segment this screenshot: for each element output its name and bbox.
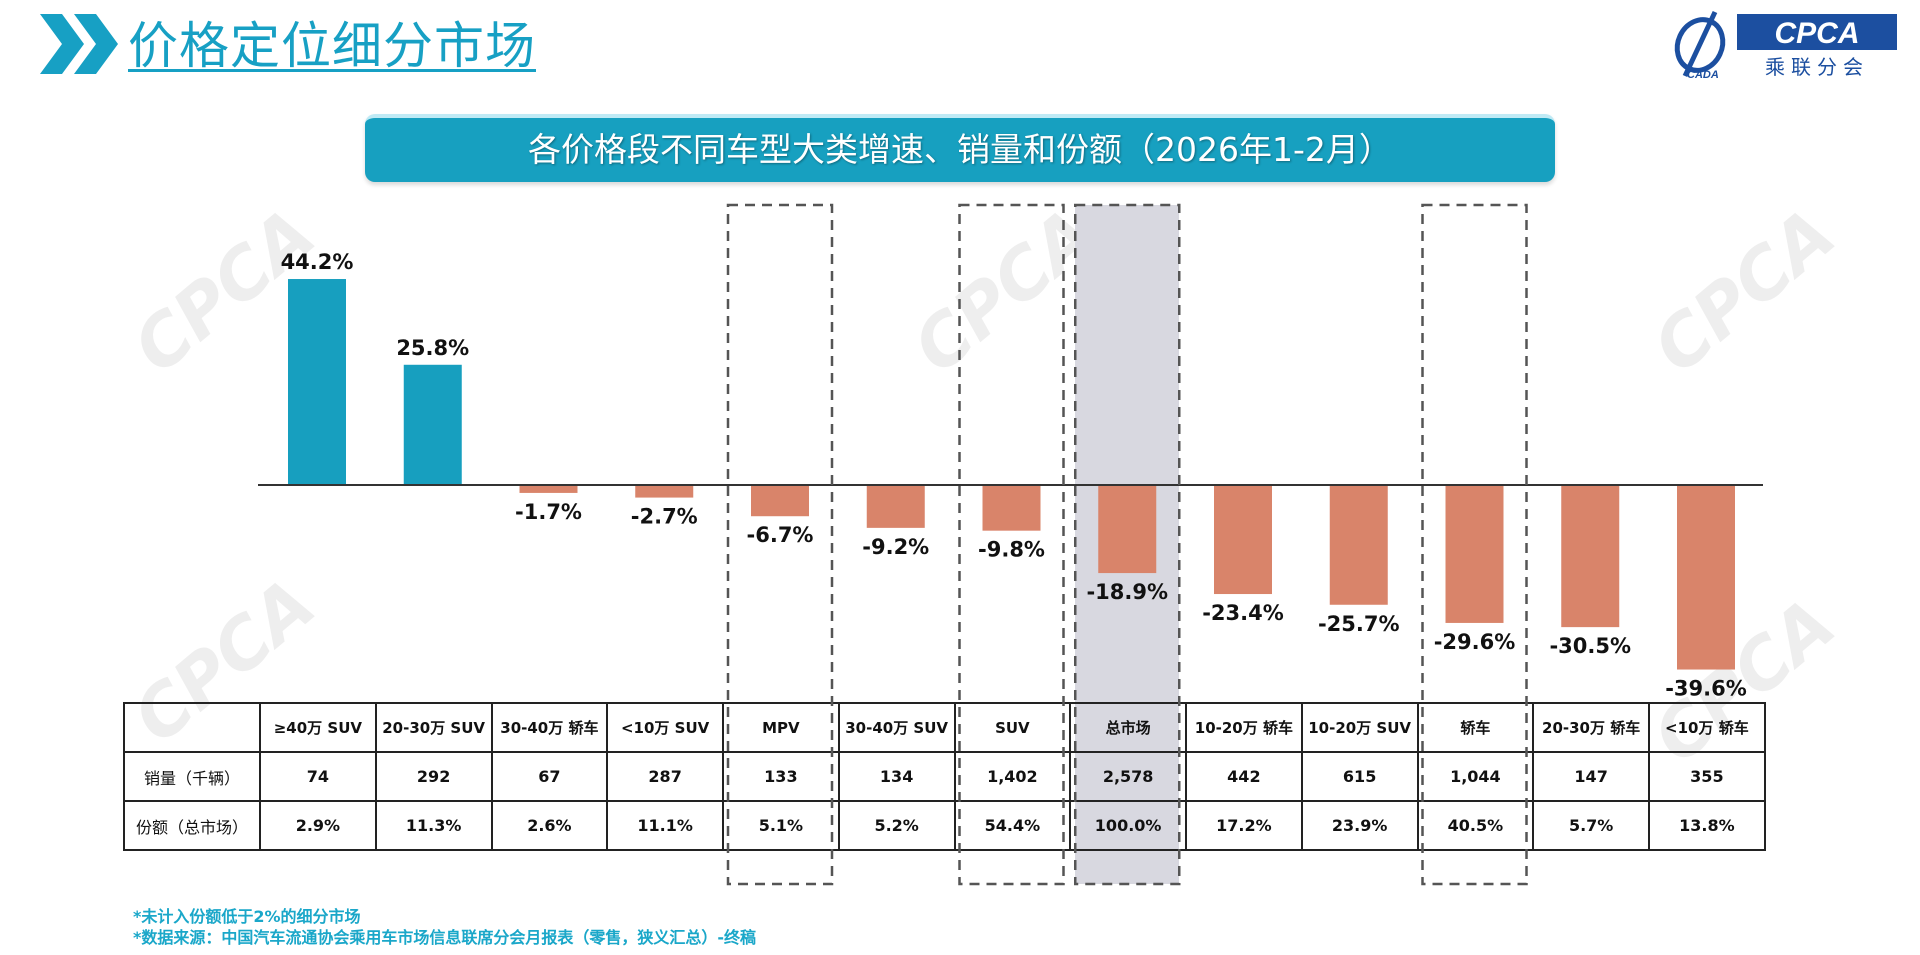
bar <box>866 485 925 528</box>
table-cell: 11.3% <box>374 800 493 851</box>
table-header-row: ≥40万 SUV 20-30万 SUV 30-40万 轿车 <10万 SUV MPV 30… <box>123 702 1766 753</box>
table-cell: 2.6% <box>490 800 609 851</box>
table-cell: 67 <box>490 751 609 802</box>
table-cell: 5.2% <box>837 800 956 851</box>
bar <box>1329 485 1388 605</box>
column-header: SUV <box>953 702 1072 753</box>
column-header: <10万 轿车 <box>1648 702 1766 753</box>
chart-title-banner: 各价格段不同车型大类增速、销量和份额（2026年1-2月） <box>365 114 1555 182</box>
column-header: 30-40万 SUV <box>837 702 956 753</box>
table-cell: 5.7% <box>1532 800 1650 851</box>
column-header: 总市场 <box>1069 702 1187 753</box>
svg-text:CADA: CADA <box>1687 69 1719 80</box>
column-header: 20-30万 轿车 <box>1532 702 1650 753</box>
bar <box>288 279 346 485</box>
row-label: 销量（千辆） <box>123 751 261 802</box>
cpca-logo: CPCA 乘联分会 CADA <box>1674 10 1897 80</box>
data-label: -9.8% <box>978 538 1045 562</box>
table-cell: 1,044 <box>1416 751 1535 802</box>
column-header: 轿车 <box>1416 702 1535 753</box>
bar <box>1445 485 1504 623</box>
data-label: -29.6% <box>1434 630 1516 654</box>
bar <box>635 485 694 498</box>
footnote-share: *未计入份额低于2%的细分市场 <box>133 907 361 926</box>
data-label: -1.7% <box>515 500 582 524</box>
data-label: -23.4% <box>1202 601 1284 625</box>
column-header: <10万 SUV <box>606 702 724 753</box>
table-cell: 2.9% <box>259 800 377 851</box>
table-row: 份额（总市场） 2.9% 11.3% 2.6% 11.1% 5.1% 5.2% 54.4% 10… <box>123 800 1766 851</box>
table-cell: 287 <box>606 751 724 802</box>
column-header: MPV <box>722 702 840 753</box>
data-label: -2.7% <box>631 505 698 529</box>
table-cell: 133 <box>722 751 840 802</box>
bar <box>403 364 462 485</box>
chevron-right-icon <box>40 14 118 74</box>
bar <box>519 485 578 493</box>
table-cell: 355 <box>1648 751 1766 802</box>
column-header: 10-20万 SUV <box>1300 702 1419 753</box>
table-cell: 2,578 <box>1069 751 1187 802</box>
table-cell: 11.1% <box>606 800 724 851</box>
table-cell: 442 <box>1185 751 1303 802</box>
data-label: -6.7% <box>747 523 814 547</box>
table-cell: 134 <box>837 751 956 802</box>
row-label: 份额（总市场） <box>123 800 261 851</box>
data-table: ≥40万 SUV 20-30万 SUV 30-40万 轿车 <10万 SUV MPV 30… <box>123 702 1766 851</box>
table-row: 销量（千辆） 74 292 67 287 133 134 1,402 2,578 442 615 1,… <box>123 751 1766 802</box>
table-cell: 147 <box>1532 751 1650 802</box>
table-cell: 13.8% <box>1648 800 1766 851</box>
table-cell: 74 <box>259 751 377 802</box>
table-cell: 54.4% <box>953 800 1072 851</box>
table-cell: 5.1% <box>722 800 840 851</box>
table-corner <box>123 702 261 753</box>
bar <box>1214 485 1272 595</box>
data-label: 25.8% <box>396 336 469 360</box>
page-title: 价格定位细分市场 <box>128 17 536 75</box>
bar <box>982 485 1041 531</box>
footnote-source: *数据来源：中国汽车流通协会乘用车市场信息联席分会月报表（零售，狭义汇总）-终稿 <box>133 928 757 947</box>
svg-text:乘联分会: 乘联分会 <box>1765 55 1869 79</box>
column-header: ≥40万 SUV <box>259 702 377 753</box>
table-cell: 100.0% <box>1069 800 1187 851</box>
svg-text:CPCA: CPCA <box>1774 17 1859 50</box>
column-header: 20-30万 SUV <box>374 702 493 753</box>
watermark: CPCA <box>1638 192 1851 390</box>
table-cell: 292 <box>374 751 493 802</box>
table-cell: 1,402 <box>953 751 1072 802</box>
table-cell: 40.5% <box>1416 800 1535 851</box>
data-label: -25.7% <box>1318 612 1400 636</box>
watermark: CPCA <box>118 192 331 390</box>
column-header: 30-40万 轿车 <box>490 702 609 753</box>
data-label: -9.2% <box>862 535 929 559</box>
bar <box>751 485 809 517</box>
table-cell: 17.2% <box>1185 800 1303 851</box>
column-header: 10-20万 轿车 <box>1185 702 1303 753</box>
table-cell: 23.9% <box>1300 800 1419 851</box>
data-label: -30.5% <box>1549 634 1631 658</box>
table-cell: 615 <box>1300 751 1419 802</box>
bar <box>1561 485 1620 628</box>
